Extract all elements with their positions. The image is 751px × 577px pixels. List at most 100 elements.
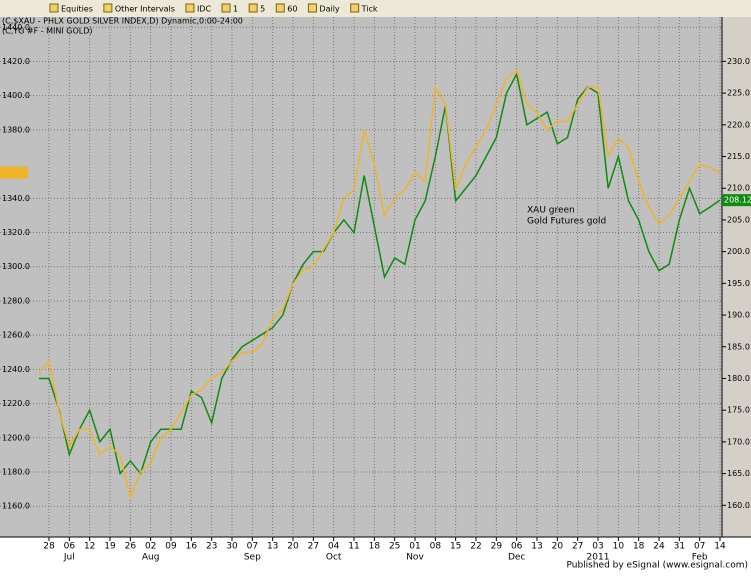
x-tick-label: 15 bbox=[450, 542, 461, 552]
y-tick-label: 1440.0 bbox=[2, 23, 30, 32]
x-tick-label: 13 bbox=[531, 542, 542, 552]
y-tick-label: 1420.0 bbox=[2, 57, 30, 66]
y-tick-label: 1260.0 bbox=[2, 331, 30, 340]
y2-tick-label: 220.0 bbox=[727, 120, 750, 129]
y2-tick-label: 170.0 bbox=[727, 437, 750, 446]
x-group-label: Nov bbox=[406, 553, 424, 563]
x-tick-label: 10 bbox=[613, 542, 625, 552]
x-tick-label: 26 bbox=[125, 542, 137, 552]
x-tick-label: 03 bbox=[592, 542, 603, 552]
x-group-label: Sep bbox=[244, 553, 261, 563]
y2-tick-label: 160.0 bbox=[727, 501, 750, 510]
x-tick-label: 06 bbox=[64, 542, 76, 552]
last-value-box bbox=[0, 166, 28, 179]
x-tick-label: 22 bbox=[470, 542, 481, 552]
x-tick-label: 20 bbox=[287, 542, 299, 552]
x-tick-label: 06 bbox=[511, 542, 523, 552]
x-tick-label: 04 bbox=[328, 542, 340, 552]
x-tick-label: 31 bbox=[674, 542, 685, 552]
x-group-label: Jul bbox=[63, 553, 75, 563]
toolbar-icon bbox=[185, 3, 195, 13]
x-tick-label: 23 bbox=[206, 542, 217, 552]
y-tick-label: 1240.0 bbox=[2, 365, 30, 374]
y-tick-label: 1220.0 bbox=[2, 399, 30, 408]
y2-tick-label: 230.0 bbox=[727, 57, 750, 66]
toolbar-item[interactable]: Equities bbox=[61, 5, 93, 14]
x-group-label: 2011 bbox=[587, 553, 610, 563]
toolbar-item[interactable]: Other Intervals bbox=[115, 5, 175, 14]
x-tick-label: 20 bbox=[552, 542, 564, 552]
y2-tick-label: 185.0 bbox=[727, 342, 750, 351]
toolbar-icon bbox=[221, 3, 231, 13]
toolbar-items: Equities Other Intervals IDC 1 5 60 Daily Tick bbox=[49, 3, 378, 14]
y2-tick-label: 225.0 bbox=[727, 89, 750, 98]
toolbar-item[interactable]: 1 bbox=[233, 5, 238, 14]
x-tick-label: 24 bbox=[653, 542, 665, 552]
y-tick-label: 1280.0 bbox=[2, 296, 30, 305]
toolbar-icon bbox=[248, 3, 258, 13]
y2-tick-label: 175.0 bbox=[727, 406, 750, 415]
footer: Published by eSignal (www.esignal.com) bbox=[566, 561, 748, 571]
toolbar-item[interactable]: IDC bbox=[197, 5, 212, 14]
y2-tick-label: 195.0 bbox=[727, 279, 750, 288]
legend-entry: (C,YG #F - MINI GOLD) bbox=[2, 27, 93, 36]
y-tick-label: 1300.0 bbox=[2, 262, 30, 271]
x-tick-label: 08 bbox=[430, 542, 442, 552]
x-tick-label: 30 bbox=[226, 542, 238, 552]
toolbar-icon bbox=[103, 3, 113, 13]
x-tick-label: 11 bbox=[348, 542, 359, 552]
x-tick-label: 12 bbox=[84, 542, 95, 552]
y2-tick-label: 210.0 bbox=[727, 184, 750, 193]
x-group-label: Oct bbox=[326, 553, 342, 563]
x-tick-label: 28 bbox=[43, 542, 55, 552]
x-group-label: Dec bbox=[508, 553, 525, 563]
y2-tick-label: 180.0 bbox=[727, 374, 750, 383]
x-tick-label: 14 bbox=[714, 542, 726, 552]
y-tick-label: 1180.0 bbox=[2, 468, 30, 477]
x-tick-label: 02 bbox=[145, 542, 156, 552]
y-tick-label: 1380.0 bbox=[2, 125, 30, 134]
x-tick-label: 07 bbox=[694, 542, 705, 552]
y-tick-label: 1160.0 bbox=[2, 502, 30, 511]
y-tick-label: 1200.0 bbox=[2, 433, 30, 442]
toolbar-icon bbox=[307, 3, 317, 13]
x-tick-label: 27 bbox=[572, 542, 583, 552]
x-tick-label: 18 bbox=[369, 542, 381, 552]
toolbar-item[interactable]: Daily bbox=[319, 5, 340, 14]
last-value-label: 208.12 bbox=[724, 196, 751, 205]
x-tick-label: 29 bbox=[491, 542, 503, 552]
x-tick-label: 19 bbox=[104, 542, 116, 552]
plot-area bbox=[0, 17, 722, 537]
series-line bbox=[38, 68, 721, 501]
toolbar-icon bbox=[49, 3, 59, 13]
annotation: XAU green bbox=[527, 206, 575, 216]
y2-tick-label: 165.0 bbox=[727, 469, 750, 478]
toolbar-icon bbox=[350, 3, 360, 13]
x-group-label: Feb bbox=[692, 553, 708, 563]
x-tick-label: 07 bbox=[247, 542, 258, 552]
x-tick-label: 18 bbox=[633, 542, 645, 552]
y-tick-label: 1400.0 bbox=[2, 91, 30, 100]
toolbar-item[interactable]: 60 bbox=[287, 5, 297, 14]
series-line bbox=[38, 71, 721, 476]
y2-tick-label: 215.0 bbox=[727, 152, 750, 161]
y2-tick-label: 190.0 bbox=[727, 311, 750, 320]
x-tick-label: 09 bbox=[165, 542, 177, 552]
last-value-box bbox=[722, 194, 751, 207]
y2-tick-label: 205.0 bbox=[727, 215, 750, 224]
x-tick-label: 01 bbox=[409, 542, 420, 552]
y-tick-label: 1320.0 bbox=[2, 228, 30, 237]
x-tick-label: 25 bbox=[389, 542, 400, 552]
x-tick-label: 13 bbox=[267, 542, 278, 552]
x-tick-label: 16 bbox=[186, 542, 198, 552]
right-axis-strip bbox=[722, 17, 751, 537]
y2-tick-label: 200.0 bbox=[727, 247, 750, 256]
annotation: Gold Futures gold bbox=[527, 217, 606, 227]
toolbar-item[interactable]: 5 bbox=[260, 5, 265, 14]
y-tick-label: 1340.0 bbox=[2, 194, 30, 203]
legend-entry: (C,$XAU - PHLX GOLD SILVER INDEX,D) Dyna… bbox=[2, 17, 243, 26]
toolbar-item[interactable]: Tick bbox=[361, 5, 378, 14]
toolbar-icon bbox=[275, 3, 285, 13]
